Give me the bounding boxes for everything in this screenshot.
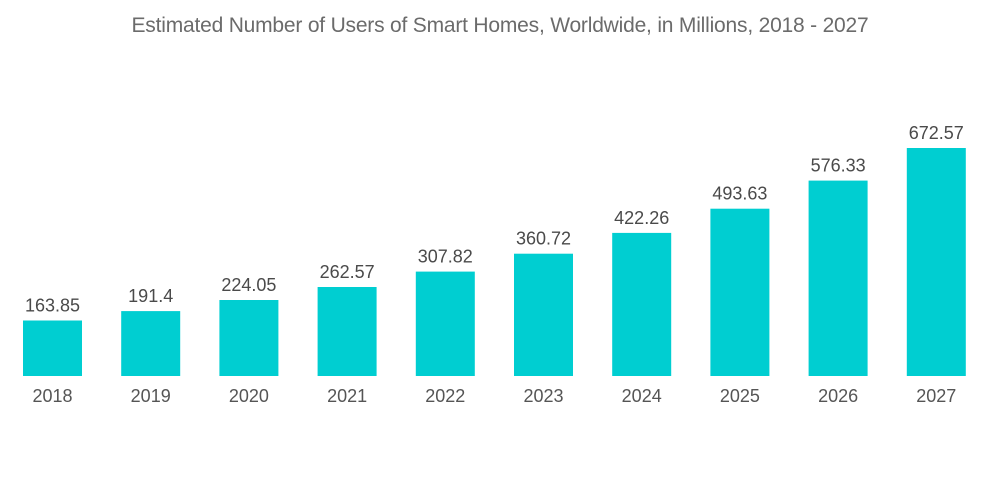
x-tick-2020: 2020 <box>229 386 269 406</box>
x-tick-2026: 2026 <box>818 386 858 406</box>
value-label-2021: 262.57 <box>320 262 375 282</box>
x-tick-2025: 2025 <box>720 386 760 406</box>
value-label-2026: 576.33 <box>811 156 866 176</box>
x-tick-2021: 2021 <box>327 386 367 406</box>
bar-2021 <box>317 287 377 376</box>
bar-2026 <box>808 180 868 376</box>
value-label-2020: 224.05 <box>221 275 276 295</box>
x-tick-2024: 2024 <box>622 386 662 406</box>
chart-title: Estimated Number of Users of Smart Homes… <box>131 14 869 37</box>
value-label-2024: 422.26 <box>614 208 669 228</box>
value-label-2027: 672.57 <box>909 123 964 143</box>
bar-2023 <box>514 253 573 376</box>
value-label-2018: 163.85 <box>25 296 80 316</box>
bars-group <box>23 148 966 376</box>
x-tick-2022: 2022 <box>425 386 465 406</box>
value-labels-group: 163.85 191.4 224.05 262.57 307.82 360.72 422.2… <box>25 123 964 316</box>
x-axis-ticks: 2018 2019 2020 2021 2022 2023 2024 2025 2026 2027 <box>32 386 956 406</box>
x-tick-2023: 2023 <box>523 386 563 406</box>
x-tick-2027: 2027 <box>916 386 956 406</box>
value-label-2023: 360.72 <box>516 229 571 249</box>
bar-2020 <box>219 300 279 376</box>
bar-2024 <box>612 232 672 376</box>
bar-2022 <box>415 271 475 376</box>
bar-2018 <box>23 320 82 376</box>
value-label-2025: 493.63 <box>712 184 767 204</box>
x-tick-2018: 2018 <box>32 386 72 406</box>
x-tick-2019: 2019 <box>131 386 171 406</box>
value-label-2022: 307.82 <box>418 247 473 267</box>
value-label-2019: 191.4 <box>128 286 173 306</box>
bar-2019 <box>121 311 181 376</box>
bar-2027 <box>906 148 966 376</box>
bar-2025 <box>710 208 770 376</box>
